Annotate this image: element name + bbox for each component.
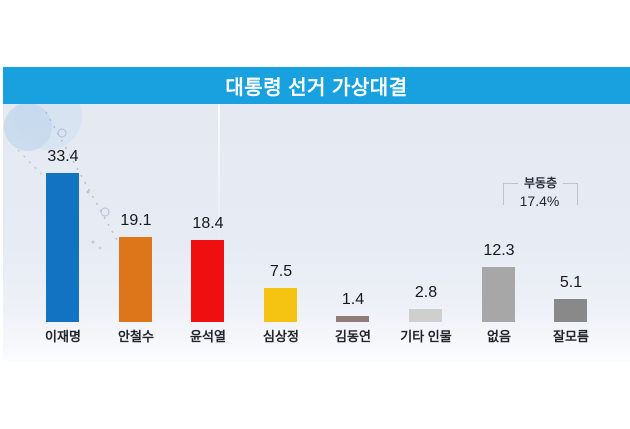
- background-decoration: [4, 104, 119, 250]
- bar-6: [409, 309, 442, 322]
- bar-7: [482, 267, 515, 322]
- chart-panel: [3, 104, 630, 362]
- bracket-tick-left: [503, 183, 504, 205]
- decorative-vertical-line: [218, 104, 220, 254]
- bar-4: [264, 288, 297, 322]
- bar-category-label: 안철수: [118, 329, 154, 344]
- bar-value-label: 1.4: [341, 291, 365, 308]
- undecided-label: 부동층: [523, 176, 558, 190]
- undecided-annotation: 부동층: [503, 176, 578, 208]
- chart-title: 대통령 선거 가상대결: [225, 77, 408, 99]
- bar-category-label: 없음: [487, 329, 511, 344]
- bar-category-label: 이재명: [45, 329, 81, 344]
- bar-value-label: 2.8: [414, 284, 438, 301]
- bracket-line-right: [563, 183, 578, 184]
- bar-category-label: 잘모름: [553, 329, 589, 344]
- bar-2: [119, 237, 152, 322]
- bar-3: [191, 240, 224, 322]
- bar-category-label: 심상정: [263, 329, 299, 344]
- bar-value-label: 18.4: [192, 215, 224, 232]
- bar-category-label: 윤석열: [190, 329, 226, 344]
- bar-category-label: 기타 인물: [400, 329, 452, 344]
- bar-value-label: 19.1: [120, 212, 152, 229]
- bar-value-label: 33.4: [47, 148, 79, 165]
- undecided-value: 17.4%: [519, 193, 560, 209]
- bar-1: [46, 173, 79, 322]
- bar-category-label: 김동연: [335, 329, 371, 344]
- bracket-tick-right: [577, 183, 578, 205]
- bracket-line-left: [503, 183, 518, 184]
- bar-8: [554, 299, 587, 322]
- bar-5: [336, 316, 369, 322]
- bar-value-label: 7.5: [269, 263, 293, 280]
- chart-title-band: 대통령 선거 가상대결: [3, 67, 630, 104]
- bar-value-label: 12.3: [483, 242, 515, 259]
- bar-value-label: 5.1: [559, 274, 583, 291]
